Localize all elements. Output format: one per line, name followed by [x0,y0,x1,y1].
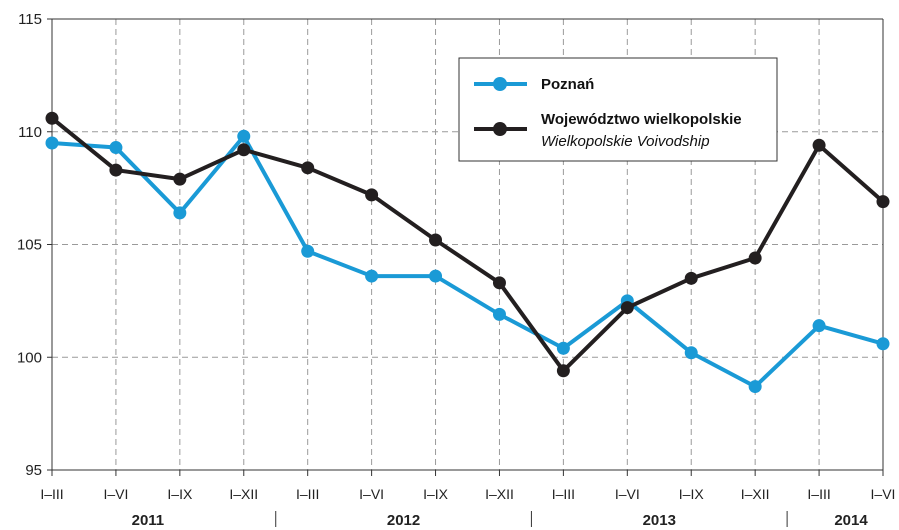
data-point-s1-11 [748,251,762,265]
y-axis-ticks: 95 100 105 110 115 [17,11,52,479]
data-point-s0-2 [173,206,187,220]
x-tick-label-6: I–IX [423,486,449,502]
data-point-s1-9 [620,301,634,315]
x-tick-label-10: I–IX [679,486,705,502]
series-line-1 [50,116,885,373]
data-point-s0-12 [812,319,826,333]
y-tick-label-0: 95 [25,462,42,479]
x-tick-label-4: I–III [296,486,319,502]
data-point-s1-3 [237,143,251,157]
data-point-s1-2 [173,172,187,186]
data-point-s0-5 [365,269,379,283]
x-tick-label-3: I–XII [229,486,258,502]
year-label-2012: 2012 [387,512,420,529]
x-tick-label-12: I–III [807,486,830,502]
x-tick-label-5: I–VI [359,486,384,502]
data-point-s1-0 [45,111,59,125]
year-label-2013: 2013 [643,512,676,529]
legend-box [458,57,778,162]
y-tick-label-3: 110 [18,124,42,141]
legend-label-wielkopolskie-en: Wielkopolskie Voivodship [541,133,710,150]
y-tick-label-1: 100 [17,349,42,366]
year-label-2011: 2011 [132,512,165,529]
x-tick-label-9: I–VI [615,486,640,502]
x-tick-label-11: I–XII [741,486,770,502]
x-axis-ticks: I–III I–VI I–IX I–XII I–III I–VI I–IX I–XII I–II… [40,470,895,502]
data-point-s1-8 [556,364,570,378]
data-point-s1-13 [876,195,890,209]
data-point-s1-10 [684,271,698,285]
legend-label-poznan: Poznań [541,76,594,93]
year-labels: 2011 2012 2013 2014 [132,511,868,529]
x-tick-label-7: I–XII [485,486,514,502]
x-tick-label-1: I–VI [103,486,128,502]
x-tick-label-2: I–IX [167,486,193,502]
data-point-s1-7 [492,276,506,290]
data-point-s1-1 [109,163,123,177]
x-tick-label-8: I–III [552,486,575,502]
data-point-s0-11 [748,380,762,394]
data-point-s0-3 [237,129,251,143]
series-1 [45,111,890,378]
series-line-0 [51,134,884,389]
legend-label-wielkopolskie: Województwo wielkopolskie [541,111,742,128]
legend-swatch-marker-wielkopolskie [493,122,507,136]
series-0 [45,129,890,394]
data-point-s0-10 [684,346,698,360]
year-label-2014: 2014 [834,512,868,529]
data-point-s0-8 [556,341,570,355]
data-point-s0-0 [45,136,59,150]
data-point-s0-1 [109,141,123,155]
legend: Poznań Województwo wielkopolskie Wielkop… [458,57,778,162]
series-group [45,111,890,394]
data-point-s0-7 [492,307,506,321]
data-point-s0-13 [876,337,890,351]
x-tick-label-0: I–III [40,486,63,502]
data-point-s1-12 [812,138,826,152]
y-tick-label-2: 105 [17,237,42,254]
data-point-s1-4 [301,161,315,175]
y-tick-label-4: 115 [18,11,42,28]
data-point-s1-6 [429,233,443,247]
x-tick-label-13: I–VI [871,486,896,502]
data-point-s1-5 [365,188,379,202]
legend-swatch-marker-poznan [493,77,507,91]
data-point-s0-4 [301,244,315,258]
data-point-s0-6 [429,269,443,283]
